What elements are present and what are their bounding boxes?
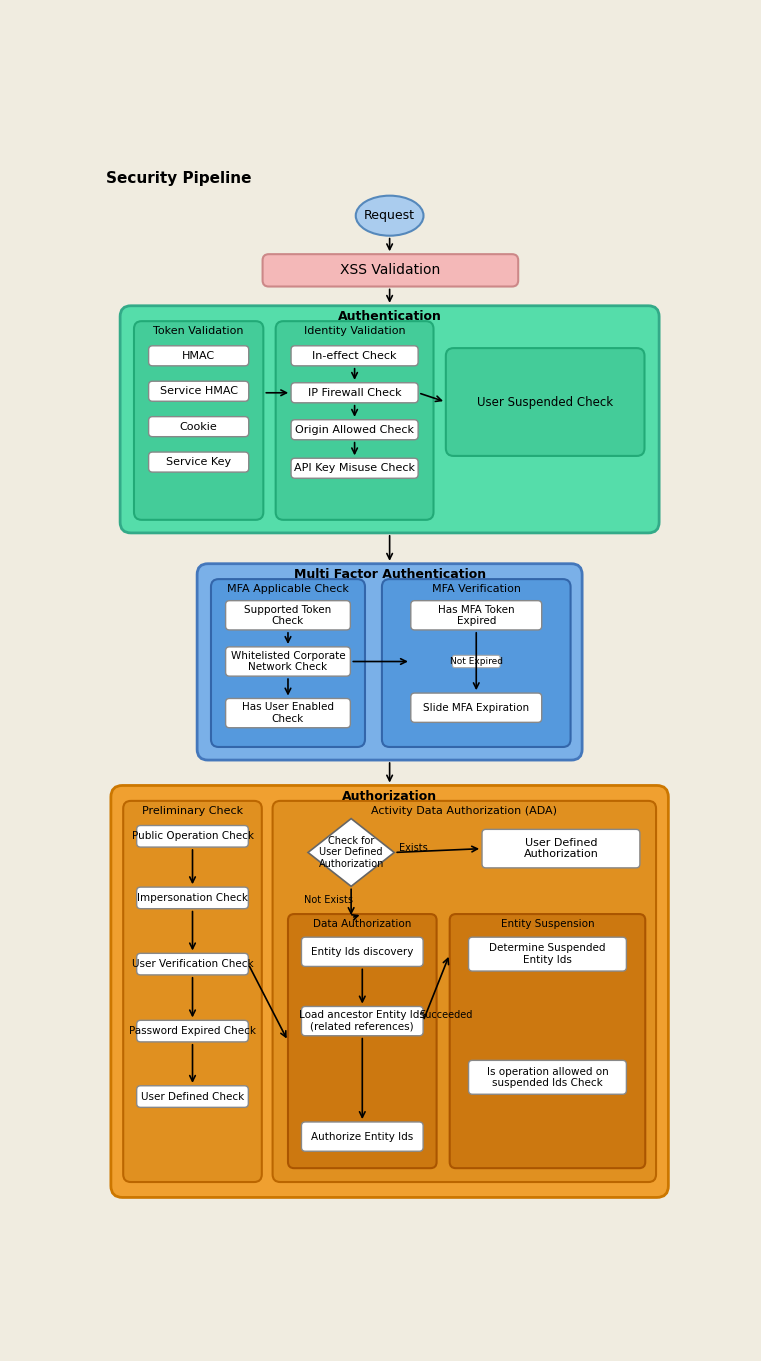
Ellipse shape bbox=[355, 196, 424, 235]
FancyBboxPatch shape bbox=[137, 953, 248, 974]
Text: HMAC: HMAC bbox=[182, 351, 215, 361]
FancyBboxPatch shape bbox=[469, 938, 626, 970]
Text: Supported Token
Check: Supported Token Check bbox=[244, 604, 332, 626]
FancyBboxPatch shape bbox=[148, 416, 249, 437]
FancyBboxPatch shape bbox=[148, 381, 249, 401]
Polygon shape bbox=[308, 818, 394, 886]
FancyBboxPatch shape bbox=[120, 306, 659, 534]
Text: Load ancestor Entity Ids
(related references): Load ancestor Entity Ids (related refere… bbox=[299, 1010, 425, 1032]
FancyBboxPatch shape bbox=[137, 1086, 248, 1108]
FancyBboxPatch shape bbox=[123, 800, 262, 1183]
Text: Cookie: Cookie bbox=[180, 422, 218, 431]
Text: Origin Allowed Check: Origin Allowed Check bbox=[295, 425, 414, 434]
Text: IP Firewall Check: IP Firewall Check bbox=[307, 388, 401, 397]
FancyBboxPatch shape bbox=[148, 346, 249, 366]
FancyBboxPatch shape bbox=[291, 459, 418, 478]
FancyBboxPatch shape bbox=[288, 915, 437, 1168]
Text: User Verification Check: User Verification Check bbox=[132, 960, 253, 969]
FancyBboxPatch shape bbox=[301, 938, 423, 966]
Text: Data Authorization: Data Authorization bbox=[313, 919, 412, 930]
FancyBboxPatch shape bbox=[137, 887, 248, 909]
FancyBboxPatch shape bbox=[272, 800, 656, 1183]
Text: Security Pipeline: Security Pipeline bbox=[107, 171, 252, 186]
Text: Password Expired Check: Password Expired Check bbox=[129, 1026, 256, 1036]
Text: XSS Validation: XSS Validation bbox=[340, 263, 441, 278]
FancyBboxPatch shape bbox=[291, 382, 418, 403]
FancyBboxPatch shape bbox=[111, 785, 668, 1198]
Text: Has User Enabled
Check: Has User Enabled Check bbox=[242, 702, 334, 724]
FancyBboxPatch shape bbox=[469, 1060, 626, 1094]
FancyBboxPatch shape bbox=[411, 600, 542, 630]
Text: User Suspended Check: User Suspended Check bbox=[477, 396, 613, 408]
Text: Service Key: Service Key bbox=[166, 457, 231, 467]
Text: Whitelisted Corporate
Network Check: Whitelisted Corporate Network Check bbox=[231, 651, 345, 672]
FancyBboxPatch shape bbox=[134, 321, 263, 520]
Text: Service HMAC: Service HMAC bbox=[160, 387, 237, 396]
Text: Check for
User Defined
Authorization: Check for User Defined Authorization bbox=[318, 836, 384, 870]
FancyBboxPatch shape bbox=[291, 346, 418, 366]
FancyBboxPatch shape bbox=[291, 419, 418, 440]
FancyBboxPatch shape bbox=[137, 1021, 248, 1043]
FancyBboxPatch shape bbox=[482, 829, 640, 868]
Text: Authorization: Authorization bbox=[342, 789, 437, 803]
Text: Determine Suspended
Entity Ids: Determine Suspended Entity Ids bbox=[489, 943, 606, 965]
Text: Is operation allowed on
suspended Ids Check: Is operation allowed on suspended Ids Ch… bbox=[486, 1067, 608, 1087]
Text: Authorize Entity Ids: Authorize Entity Ids bbox=[311, 1131, 413, 1142]
FancyBboxPatch shape bbox=[137, 826, 248, 847]
Text: Request: Request bbox=[364, 210, 416, 222]
FancyBboxPatch shape bbox=[275, 321, 434, 520]
Text: Succeeded: Succeeded bbox=[419, 1010, 473, 1019]
FancyBboxPatch shape bbox=[225, 698, 350, 728]
FancyBboxPatch shape bbox=[225, 646, 350, 676]
Text: User Defined Check: User Defined Check bbox=[141, 1092, 244, 1101]
FancyBboxPatch shape bbox=[446, 348, 645, 456]
FancyBboxPatch shape bbox=[411, 693, 542, 723]
Text: Preliminary Check: Preliminary Check bbox=[142, 806, 243, 815]
Text: Not Expired: Not Expired bbox=[450, 657, 503, 666]
Text: Authentication: Authentication bbox=[338, 310, 441, 323]
Text: Token Validation: Token Validation bbox=[154, 327, 244, 336]
FancyBboxPatch shape bbox=[382, 580, 571, 747]
Text: Activity Data Authorization (ADA): Activity Data Authorization (ADA) bbox=[371, 806, 557, 815]
Text: Entity Ids discovery: Entity Ids discovery bbox=[311, 947, 413, 957]
Text: In-effect Check: In-effect Check bbox=[312, 351, 396, 361]
FancyBboxPatch shape bbox=[301, 1121, 423, 1151]
Text: Slide MFA Expiration: Slide MFA Expiration bbox=[423, 702, 530, 713]
Text: Not Exists: Not Exists bbox=[304, 896, 352, 905]
FancyBboxPatch shape bbox=[450, 915, 645, 1168]
Text: Entity Suspension: Entity Suspension bbox=[501, 919, 594, 930]
FancyBboxPatch shape bbox=[148, 452, 249, 472]
FancyBboxPatch shape bbox=[452, 656, 500, 668]
Text: API Key Misuse Check: API Key Misuse Check bbox=[294, 463, 415, 474]
Text: Public Operation Check: Public Operation Check bbox=[132, 832, 253, 841]
FancyBboxPatch shape bbox=[197, 563, 582, 759]
Text: User Defined
Authorization: User Defined Authorization bbox=[524, 838, 598, 859]
Text: MFA Applicable Check: MFA Applicable Check bbox=[227, 584, 349, 595]
FancyBboxPatch shape bbox=[225, 600, 350, 630]
FancyBboxPatch shape bbox=[301, 1007, 423, 1036]
Text: Multi Factor Authentication: Multi Factor Authentication bbox=[294, 568, 486, 581]
Text: Impersonation Check: Impersonation Check bbox=[137, 893, 248, 902]
Text: Has MFA Token
Expired: Has MFA Token Expired bbox=[438, 604, 514, 626]
FancyBboxPatch shape bbox=[263, 255, 518, 287]
Text: MFA Verification: MFA Verification bbox=[431, 584, 521, 595]
Text: Exists: Exists bbox=[399, 842, 428, 853]
FancyBboxPatch shape bbox=[211, 580, 365, 747]
Text: Identity Validation: Identity Validation bbox=[304, 327, 406, 336]
